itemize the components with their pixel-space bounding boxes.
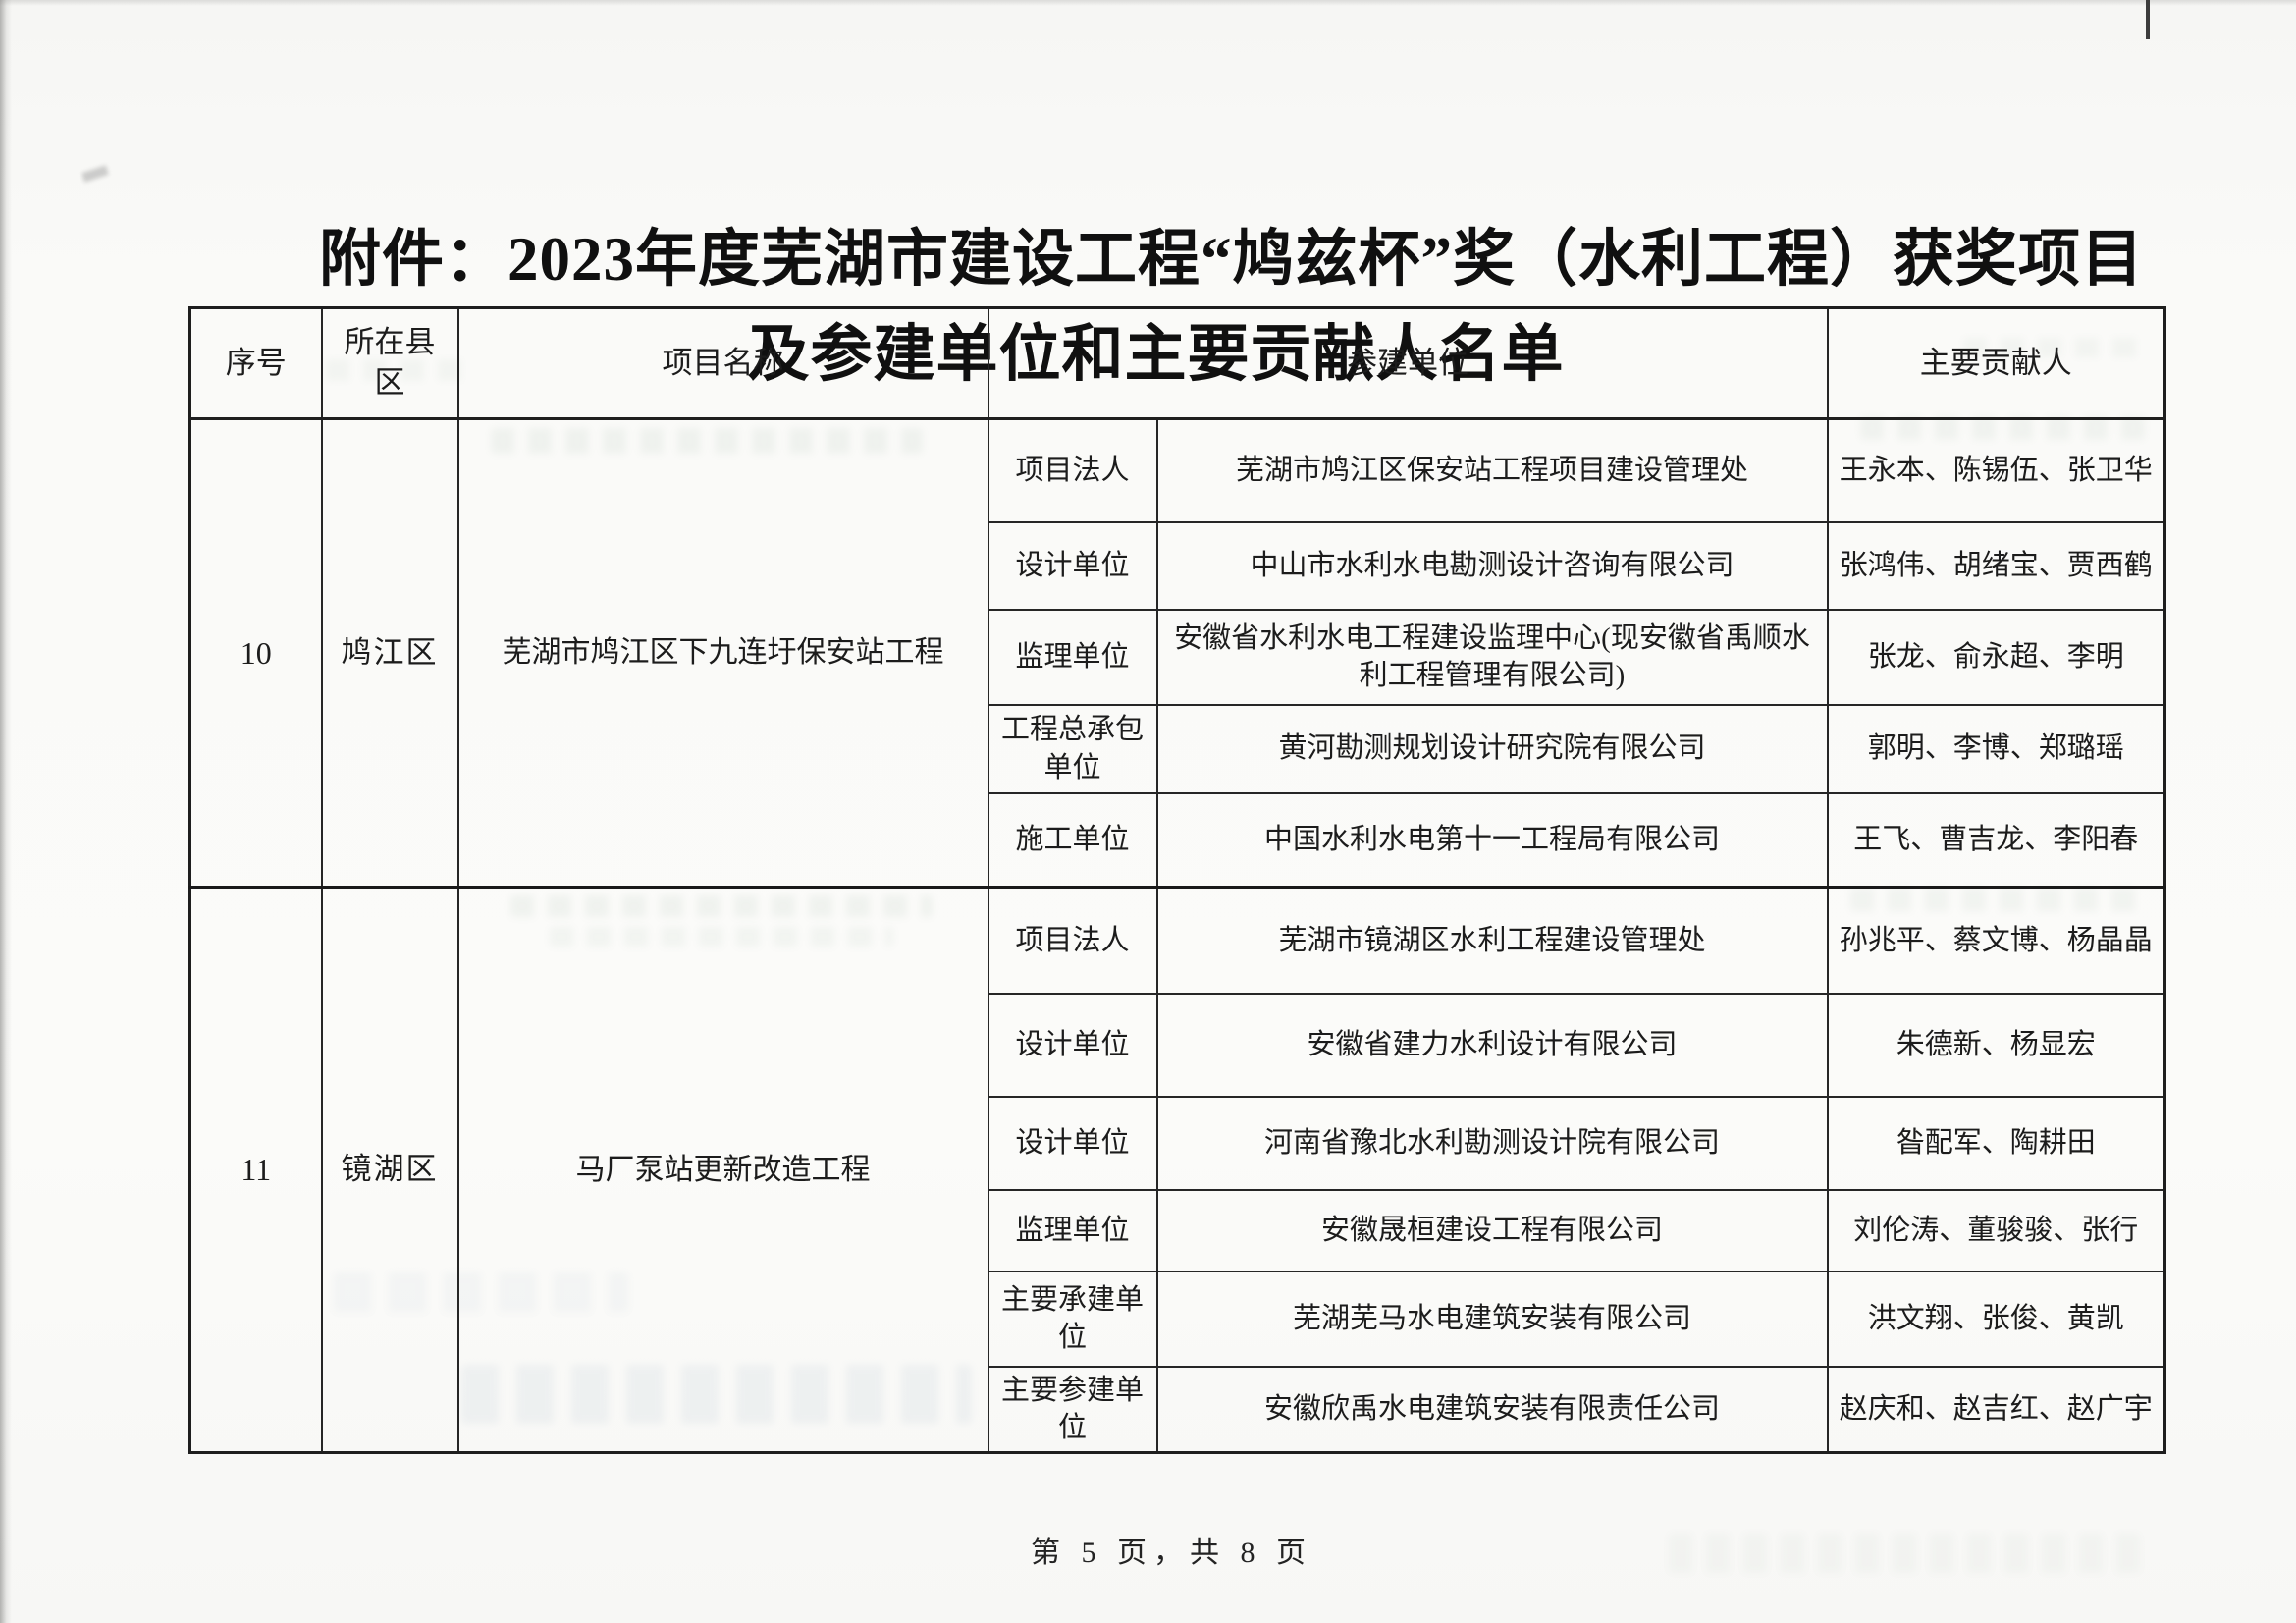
table-row: 工程总承包单位 黄河勘测规划设计研究院有限公司 郭明、李博、郑璐瑶: [190, 703, 2166, 794]
unit-cell: 黄河勘测规划设计研究院有限公司: [1155, 703, 1829, 794]
table-header-row: 序号 所在县区 项目名称 参建单位 主要贡献人: [188, 306, 2166, 420]
contributors-cell: 张鸿伟、胡绪宝、贾西鹤: [1826, 520, 2166, 611]
scan-bleedthrough: [1669, 1534, 2140, 1573]
role-cell: 设计单位: [987, 1095, 1158, 1191]
table-row: 设计单位 安徽省建力水利设计有限公司 朱德新、杨显宏: [190, 992, 2166, 1098]
table-row: 监理单位 安徽晟桓建设工程有限公司 刘伦涛、董骏骏、张行: [190, 1188, 2166, 1272]
scan-edge-shadow: [0, 0, 12, 1623]
contributors-cell: 赵庆和、赵吉红、赵广宇: [1826, 1365, 2166, 1454]
contributors-cell: 刘伦涛、董骏骏、张行: [1826, 1188, 2166, 1272]
role-cell: 施工单位: [987, 791, 1158, 889]
unit-cell: 安徽欣禹水电建筑安装有限责任公司: [1155, 1365, 1829, 1454]
role-cell: 工程总承包单位: [987, 703, 1158, 794]
role-cell: 设计单位: [987, 992, 1158, 1098]
awards-table: 序号 所在县区 项目名称 参建单位 主要贡献人 10 鸠江区 芜湖市鸠江区下九连…: [188, 306, 2166, 1454]
unit-cell: 中国水利水电第十一工程局有限公司: [1155, 791, 1829, 889]
header-units: 参建单位: [987, 306, 1829, 420]
header-district: 所在县区: [320, 306, 459, 420]
role-cell: 项目法人: [987, 417, 1158, 523]
table-row: 主要承建单位 芜湖芜马水电建筑安装有限公司 洪文翔、张俊、黄凯: [190, 1270, 2166, 1368]
scan-edge-shadow-top: [0, 0, 2296, 6]
serial-cell: 10: [188, 417, 323, 889]
table-row: 设计单位 中山市水利水电勘测设计咨询有限公司 张鸿伟、胡绪宝、贾西鹤: [190, 520, 2166, 611]
scan-artifact-line: [2146, 0, 2150, 39]
role-cell: 主要参建单位: [987, 1365, 1158, 1454]
serial-cell: 11: [188, 886, 323, 1454]
role-cell: 监理单位: [987, 608, 1158, 706]
contributors-cell: 昝配军、陶耕田: [1826, 1095, 2166, 1191]
unit-cell: 河南省豫北水利勘测设计院有限公司: [1155, 1095, 1829, 1191]
header-project: 项目名称: [456, 306, 989, 420]
contributors-cell: 王飞、曹吉龙、李阳春: [1826, 791, 2166, 889]
role-cell: 监理单位: [987, 1188, 1158, 1272]
table-row: 11 镜湖区 马厂泵站更新改造工程 项目法人 芜湖市镜湖区水利工程建设管理处 孙…: [188, 886, 2166, 1454]
contributors-cell: 张龙、俞永超、李明: [1826, 608, 2166, 706]
table-row: 监理单位 安徽省水利水电工程建设监理中心(现安徽省禹顺水利工程管理有限公司) 张…: [190, 608, 2166, 706]
unit-cell: 芜湖市鸠江区保安站工程项目建设管理处: [1155, 417, 1829, 523]
table-row: 设计单位 河南省豫北水利勘测设计院有限公司 昝配军、陶耕田: [190, 1095, 2166, 1191]
unit-cell: 安徽晟桓建设工程有限公司: [1155, 1188, 1829, 1272]
unit-cell: 芜湖市镜湖区水利工程建设管理处: [1155, 886, 1829, 995]
project-cell: 马厂泵站更新改造工程: [456, 886, 989, 1454]
contributors-cell: 孙兆平、蔡文博、杨晶晶: [1826, 886, 2166, 995]
unit-cell: 安徽省建力水利设计有限公司: [1155, 992, 1829, 1098]
role-cell: 项目法人: [987, 886, 1158, 995]
contributors-cell: 洪文翔、张俊、黄凯: [1826, 1270, 2166, 1368]
table-row: 10 鸠江区 芜湖市鸠江区下九连圩保安站工程 项目法人 芜湖市鸠江区保安站工程项…: [188, 417, 2166, 889]
role-cell: 设计单位: [987, 520, 1158, 611]
district-cell: 镜湖区: [320, 886, 459, 1454]
role-cell: 主要承建单位: [987, 1270, 1158, 1368]
page-number: 第 5 页，共 8 页: [1031, 1537, 1312, 1569]
scan-artifact-speck: [81, 165, 109, 183]
district-cell: 鸠江区: [320, 417, 459, 889]
unit-cell: 安徽省水利水电工程建设监理中心(现安徽省禹顺水利工程管理有限公司): [1155, 608, 1829, 706]
table-row: 主要参建单位 安徽欣禹水电建筑安装有限责任公司 赵庆和、赵吉红、赵广宇: [190, 1365, 2166, 1454]
contributors-cell: 王永本、陈锡伍、张卫华: [1826, 417, 2166, 523]
project-cell: 芜湖市鸠江区下九连圩保安站工程: [456, 417, 989, 889]
header-index: 序号: [188, 306, 323, 420]
contributors-cell: 朱德新、杨显宏: [1826, 992, 2166, 1098]
document-title-line1: 附件：2023年度芜湖市建设工程“鸠兹杯”奖（水利工程）获奖项目: [319, 225, 2144, 294]
unit-cell: 芜湖芜马水电建筑安装有限公司: [1155, 1270, 1829, 1368]
header-contributors: 主要贡献人: [1826, 306, 2166, 420]
table-row: 施工单位 中国水利水电第十一工程局有限公司 王飞、曹吉龙、李阳春: [190, 791, 2166, 889]
unit-cell: 中山市水利水电勘测设计咨询有限公司: [1155, 520, 1829, 611]
contributors-cell: 郭明、李博、郑璐瑶: [1826, 703, 2166, 794]
